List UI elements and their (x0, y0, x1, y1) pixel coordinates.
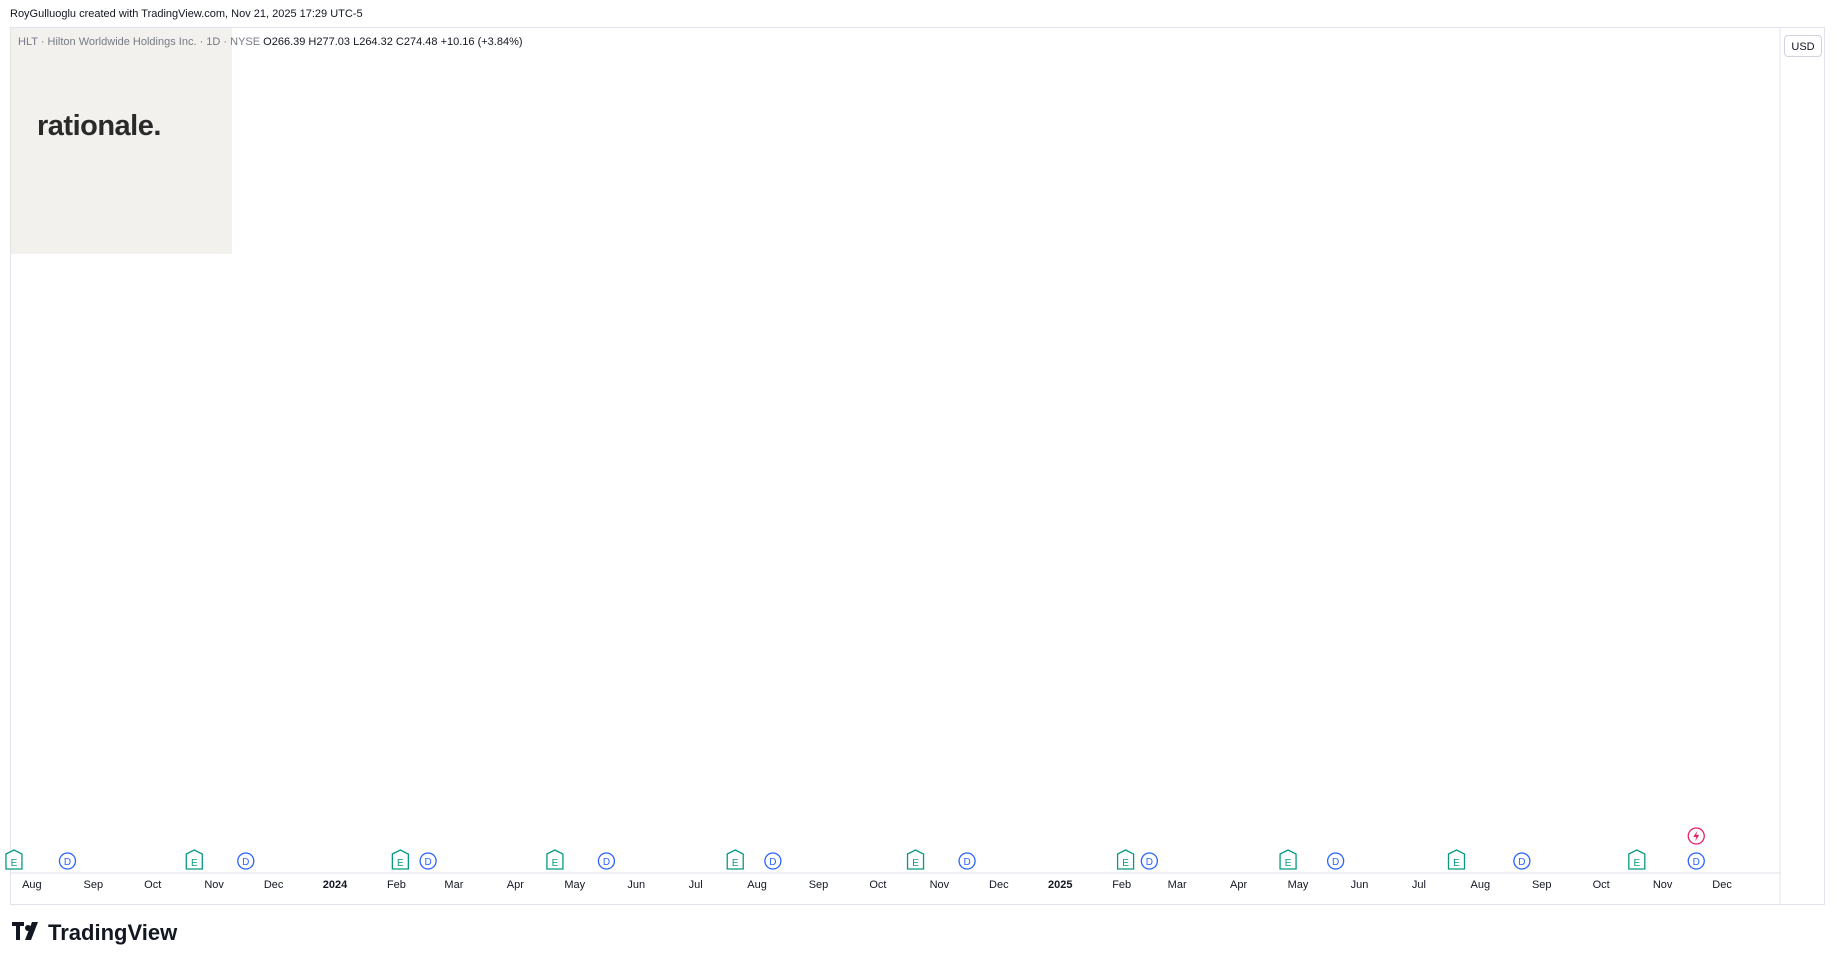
dividend-icon (764, 852, 782, 870)
time-tick-label: Apr (1230, 879, 1247, 891)
dividend-icon-label: D (1693, 857, 1700, 868)
dividend-icon (1326, 852, 1345, 870)
earnings-icon-label: E (912, 858, 919, 869)
earnings-icon-label: E (1122, 858, 1129, 869)
time-tick-label: Nov (1653, 879, 1673, 891)
dividend-icon-label: D (242, 857, 249, 868)
time-tick-label: May (1288, 879, 1309, 891)
earnings-icon-label: E (1633, 858, 1640, 869)
dividend-icon (58, 852, 77, 870)
dividend-icon (1513, 852, 1531, 870)
tradingview-brand: TradingView (48, 920, 178, 945)
earnings-icon (1628, 849, 1646, 870)
change-value: +10.16 (+3.84%) (440, 36, 523, 48)
dividend-icon-label: D (424, 857, 431, 868)
time-tick-label: Jun (627, 879, 645, 891)
earnings-icon (1279, 849, 1297, 870)
dividend-icon (237, 852, 255, 870)
time-tick-label: Mar (1168, 879, 1187, 891)
time-tick-label: Feb (387, 879, 406, 891)
dividend-icon-label: D (1146, 857, 1153, 868)
earnings-icon (726, 849, 744, 870)
dividend-icon-label: D (769, 857, 776, 868)
time-tick-label: Jun (1351, 879, 1369, 891)
time-tick-label: Aug (747, 879, 767, 891)
dividend-icon (1140, 852, 1159, 870)
close-value: C274.48 (395, 36, 438, 48)
chart-grid (10, 28, 1781, 905)
dividend-icon-label: D (603, 857, 610, 868)
earnings-icon (546, 849, 564, 870)
earnings-icon-label: E (1453, 858, 1460, 869)
open-value: O266.39 (263, 36, 306, 48)
time-tick-label: 2024 (323, 879, 348, 891)
time-tick-label: Sep (1532, 879, 1552, 891)
tradingview-mark-icon (12, 920, 42, 946)
earnings-icon (185, 849, 203, 870)
dividend-icon (419, 852, 437, 870)
time-tick-label: Oct (1593, 879, 1610, 891)
dividend-icon-label: D (64, 857, 71, 868)
time-tick-label: Dec (264, 879, 284, 891)
earnings-icon (5, 849, 23, 870)
time-tick-label: Dec (1712, 879, 1732, 891)
earnings-icon (391, 849, 410, 870)
dividend-icon-label: D (963, 857, 970, 868)
chart-frame (10, 27, 1825, 905)
earnings-icon-label: E (11, 858, 18, 869)
watermark-box (10, 28, 232, 254)
tradingview-logo[interactable]: TradingView (12, 920, 177, 946)
dividend-icon-label: D (1518, 857, 1525, 868)
time-tick-label: Dec (989, 879, 1009, 891)
time-tick-label: Sep (83, 879, 103, 891)
time-tick-label: Jul (1412, 879, 1426, 891)
time-tick-label: Aug (1471, 879, 1491, 891)
time-tick-label: Oct (144, 879, 161, 891)
time-tick-label: Apr (507, 879, 524, 891)
earnings-icon (1447, 849, 1466, 870)
symbol-name[interactable]: HLT · Hilton Worldwide Holdings Inc. · 1… (18, 36, 261, 48)
time-tick-label: Sep (809, 879, 829, 891)
earnings-icon-label: E (191, 858, 198, 869)
low-value: L264.32 (353, 36, 393, 48)
lightning-bolt-icon (1693, 831, 1700, 841)
earnings-icon (1116, 849, 1135, 870)
time-tick-label: 2025 (1048, 879, 1072, 891)
time-tick-label: Oct (869, 879, 886, 891)
time-axis: Aug Sep Oct Nov Dec 2024 Feb Mar Apr May Jun Jul Aug… (22, 879, 1732, 891)
dividend-icon (1687, 852, 1705, 870)
time-tick-label: Nov (204, 879, 224, 891)
dividend-icon-label: D (1332, 857, 1339, 868)
time-tick-label: Feb (1112, 879, 1131, 891)
earnings-icon (906, 849, 925, 870)
earnings-icon-label: E (552, 858, 559, 869)
dividend-icon (597, 852, 616, 870)
rationale-logo: rationale. (37, 110, 161, 142)
dividend-icon (958, 852, 976, 870)
high-value: H277.03 (308, 36, 351, 48)
time-tick-label: May (564, 879, 585, 891)
currency-button[interactable]: USD (1784, 35, 1822, 57)
time-tick-label: Nov (930, 879, 950, 891)
time-tick-label: Aug (22, 879, 42, 891)
chart-credit: RoyGulluoglu created with TradingView.co… (10, 8, 363, 20)
symbol-legend: HLT · Hilton Worldwide Holdings Inc. · 1… (18, 36, 523, 48)
earnings-icon-label: E (1285, 858, 1292, 869)
earnings-icon-label: E (732, 858, 739, 869)
earnings-icon-label: E (397, 858, 404, 869)
time-tick-label: Mar (444, 879, 463, 891)
time-tick-label: Jul (689, 879, 703, 891)
